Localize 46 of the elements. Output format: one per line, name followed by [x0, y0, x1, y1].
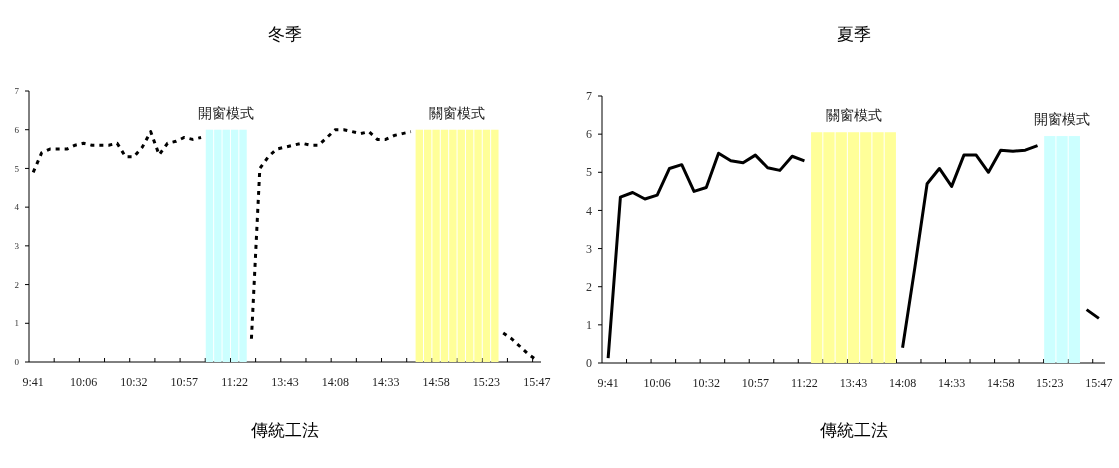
- x-tick-label: 10:32: [120, 375, 148, 389]
- x-axis-title: 傳統工法: [818, 421, 888, 440]
- chart-title: 冬季: [268, 25, 302, 44]
- x-tick-label: 10:06: [69, 375, 98, 389]
- y-tick-label: 4: [586, 203, 592, 218]
- series-label: 關窗模式: [825, 107, 882, 124]
- y-tick-label: 5: [586, 165, 592, 180]
- chart-title: 夏季: [836, 25, 871, 44]
- y-tick-label: 7: [586, 89, 592, 104]
- x-tick-label: 10:32: [692, 376, 720, 390]
- y-tick-label: 7: [14, 86, 20, 97]
- x-tick-label: 14:08: [888, 376, 917, 390]
- x-tick-label: 15:47: [523, 375, 551, 389]
- y-tick-label: 5: [14, 163, 20, 174]
- y-tick-label: 6: [586, 127, 592, 142]
- series-label: 關窗模式: [429, 104, 486, 121]
- x-tick-label: 11:22: [221, 375, 249, 389]
- x-tick-label: 14:33: [372, 375, 400, 389]
- x-tick-label: 15:47: [1085, 376, 1113, 390]
- x-tick-label: 14:33: [937, 376, 966, 390]
- x-tick-label: 10:57: [170, 375, 198, 389]
- y-tick-label: 6: [14, 124, 20, 135]
- x-tick-label: 11:22: [790, 376, 818, 390]
- x-axis-title: 傳統工法: [250, 421, 319, 440]
- y-tick-label: 2: [586, 279, 592, 294]
- y-tick-label: 4: [14, 202, 20, 213]
- y-tick-label: 3: [586, 241, 592, 256]
- series-label: 開窗模式: [198, 104, 255, 121]
- x-tick-label: 14:58: [987, 376, 1015, 390]
- x-tick-label: 9:41: [22, 375, 44, 389]
- y-tick-label: 1: [586, 318, 592, 333]
- x-tick-label: 15:23: [472, 375, 501, 389]
- y-tick-label: 1: [14, 318, 19, 329]
- series-label: 開窗模式: [1034, 111, 1091, 128]
- x-tick-label: 15:23: [1036, 376, 1064, 390]
- x-tick-label: 14:58: [422, 375, 450, 389]
- y-tick-label: 2: [14, 279, 19, 290]
- x-tick-label: 10:57: [741, 376, 770, 390]
- x-tick-label: 13:43: [271, 375, 299, 389]
- x-tick-label: 13:43: [839, 376, 868, 390]
- y-tick-label: 3: [14, 241, 20, 252]
- x-tick-label: 14:08: [321, 375, 350, 389]
- y-tick-label: 0: [586, 356, 592, 371]
- y-tick-label: 0: [14, 357, 20, 368]
- x-tick-label: 9:41: [597, 376, 619, 390]
- x-tick-label: 10:06: [643, 376, 671, 390]
